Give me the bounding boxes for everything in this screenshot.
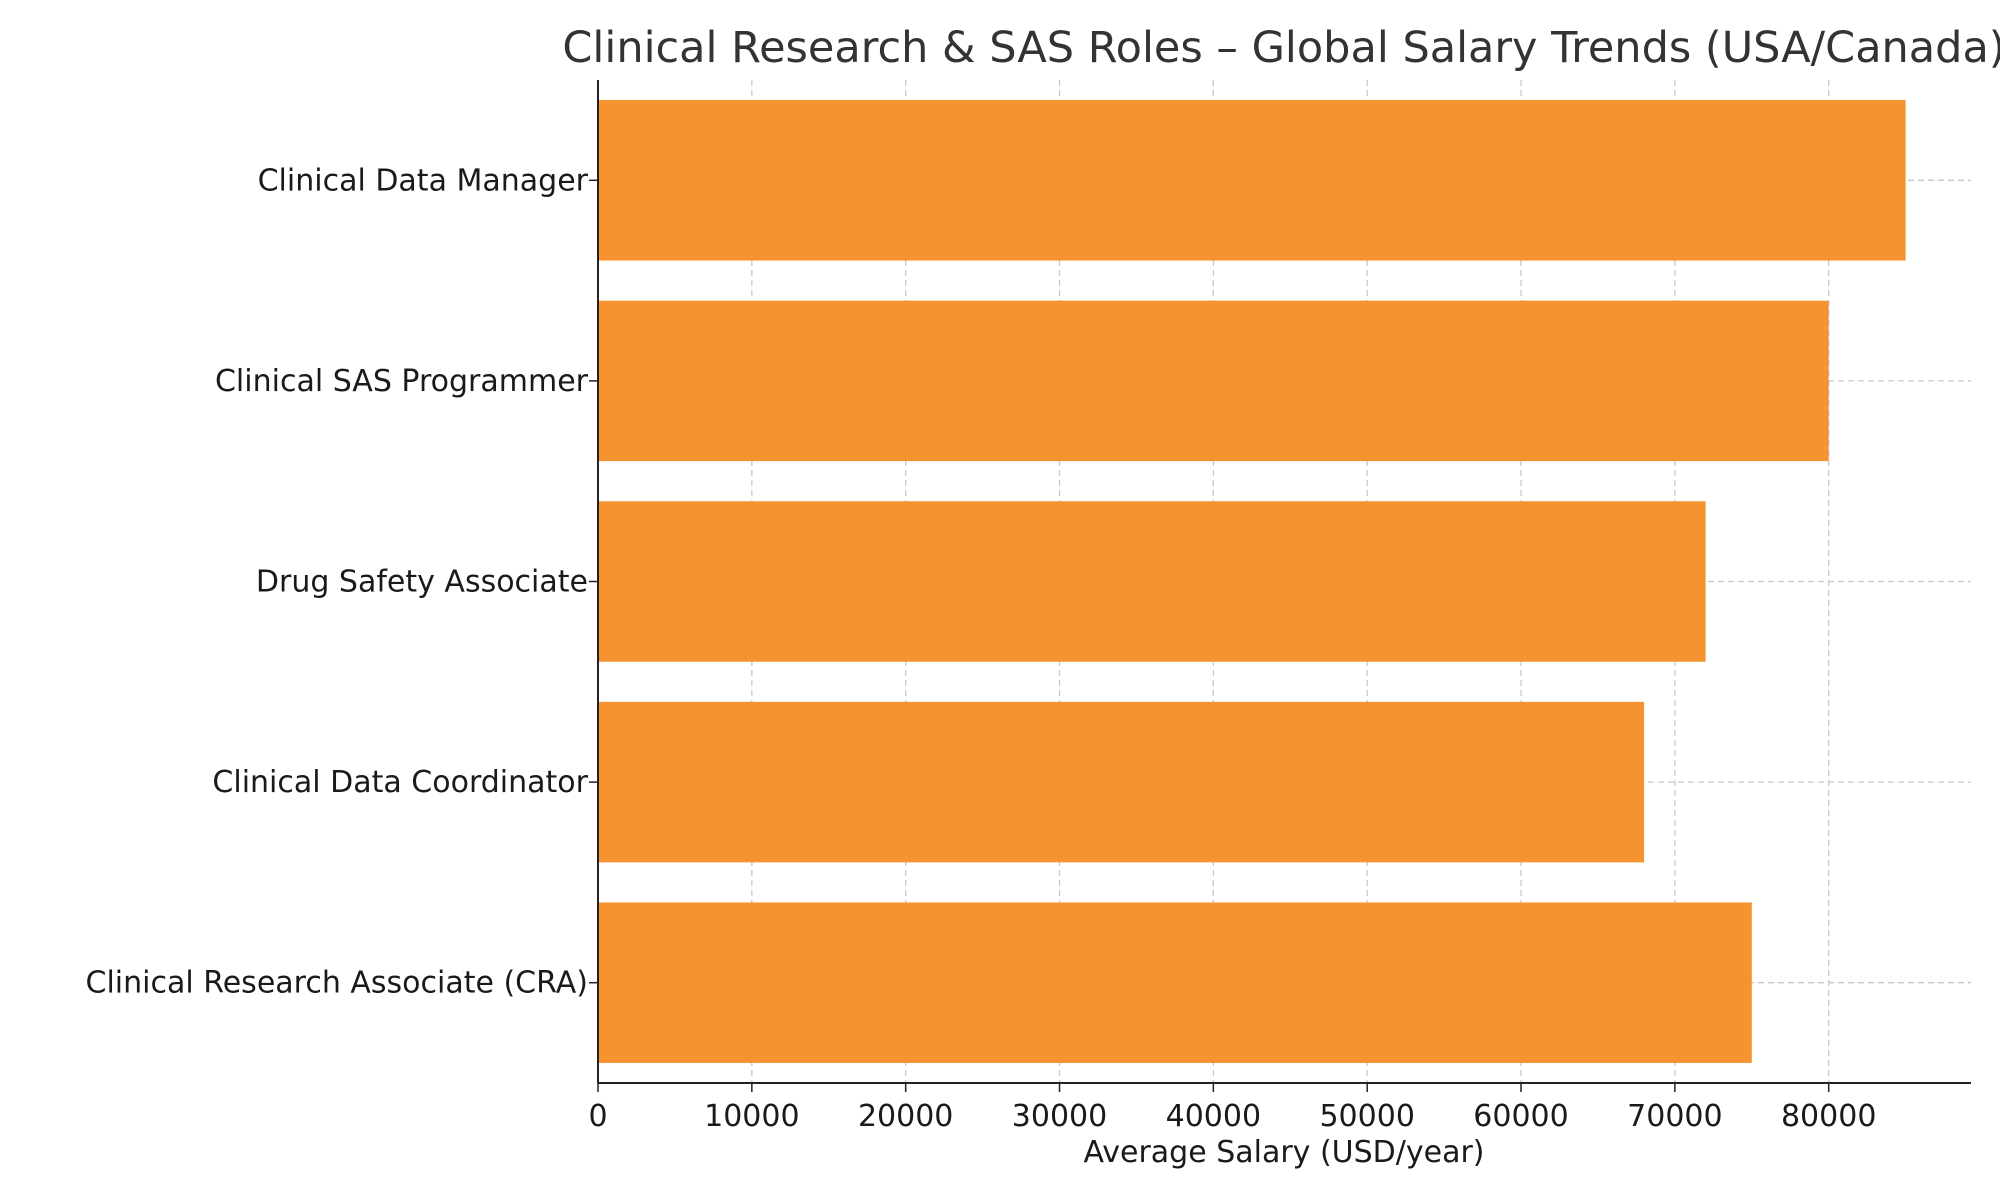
x-axis-label: Average Salary (USD/year) xyxy=(1083,1135,1484,1170)
bar xyxy=(598,100,1906,261)
y-tick-label: Clinical SAS Programmer xyxy=(215,364,589,399)
x-tick-label: 30000 xyxy=(1012,1099,1107,1134)
bar xyxy=(598,300,1829,462)
x-tick-label: 0 xyxy=(588,1099,607,1134)
y-tick-label: Clinical Data Manager xyxy=(258,163,589,198)
y-tick-labels: Clinical Data Manager Clinical SAS Progra… xyxy=(86,163,589,1000)
y-tick-label: Clinical Data Coordinator xyxy=(212,765,588,800)
y-tick-label: Clinical Research Associate (CRA) xyxy=(86,966,588,1001)
x-tick-label: 50000 xyxy=(1319,1099,1414,1134)
x-tick-label: 20000 xyxy=(858,1099,953,1134)
x-tick-label: 70000 xyxy=(1627,1099,1722,1134)
x-tick-label: 60000 xyxy=(1473,1099,1568,1134)
x-tick-labels: 0 10000 20000 30000 40000 50000 60000 70000 8000… xyxy=(588,1099,1876,1134)
chart-title: Clinical Research & SAS Roles – Global S… xyxy=(562,23,2000,73)
bar xyxy=(598,701,1645,863)
bar xyxy=(598,501,1706,662)
bar xyxy=(598,902,1752,1063)
bars xyxy=(598,100,1906,1063)
axes xyxy=(589,80,1971,1092)
x-tick-label: 40000 xyxy=(1166,1099,1261,1134)
x-tick-label: 80000 xyxy=(1781,1099,1876,1134)
x-tick-label: 10000 xyxy=(704,1099,799,1134)
y-tick-label: Drug Safety Associate xyxy=(256,565,588,600)
